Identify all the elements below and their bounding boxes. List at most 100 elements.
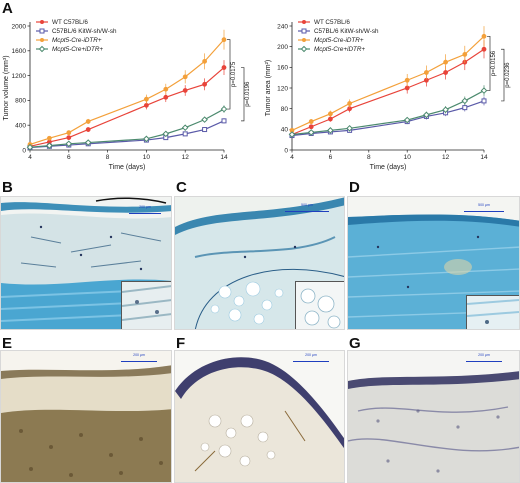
data-point bbox=[423, 111, 430, 119]
x-tick-label: 8 bbox=[106, 154, 110, 161]
legend-entry-0: WT C57BL/6 bbox=[52, 19, 88, 26]
data-point bbox=[162, 130, 170, 138]
x-tick-label: 14 bbox=[480, 154, 488, 161]
data-point bbox=[201, 116, 208, 123]
scalebar-b: 200 µm bbox=[129, 205, 161, 214]
data-point bbox=[163, 94, 169, 100]
panel-label-c: C bbox=[176, 179, 187, 196]
legend-marker bbox=[38, 45, 46, 53]
x-tick-label: 6 bbox=[67, 154, 71, 161]
data-point bbox=[143, 135, 150, 143]
data-point bbox=[462, 52, 468, 57]
y-axis-label: Tumor area (mm²) bbox=[265, 60, 272, 117]
legend-entry-3: Mcpt5-Cre+iDTR+ bbox=[52, 46, 103, 53]
data-point bbox=[288, 131, 296, 138]
y-tick-label: 1200 bbox=[12, 73, 27, 80]
data-point bbox=[481, 98, 487, 104]
data-point bbox=[163, 86, 169, 92]
p-value-label: p=0.0175 bbox=[231, 61, 237, 87]
data-point bbox=[84, 139, 92, 146]
legend-entry-2: Mcpt5-Cre-iDTR+ bbox=[52, 37, 102, 44]
data-point bbox=[404, 85, 410, 91]
data-point bbox=[202, 81, 207, 87]
data-point bbox=[66, 130, 72, 136]
inset-magnification-c bbox=[295, 281, 344, 329]
y-tick-label: 400 bbox=[15, 123, 26, 130]
legend-entry-0: WT C57BL/6 bbox=[314, 19, 350, 26]
data-point bbox=[443, 59, 448, 65]
y-tick-label: 0 bbox=[284, 147, 288, 154]
data-point bbox=[403, 116, 411, 124]
histology-image-g: 200 µm bbox=[347, 350, 520, 483]
p-value-label: p=0.0236 bbox=[505, 62, 511, 88]
data-point bbox=[328, 111, 333, 117]
data-point bbox=[327, 127, 334, 134]
histology-image-e: 200 µm bbox=[0, 350, 172, 483]
histology-image-d: 500 µm bbox=[347, 196, 520, 330]
legend-marker bbox=[302, 38, 306, 42]
data-point bbox=[404, 77, 410, 83]
series-line-0 bbox=[291, 48, 485, 136]
inset-magnification-b bbox=[121, 281, 171, 329]
inset-magnification-d bbox=[466, 295, 519, 329]
panel-label-a: A bbox=[2, 0, 13, 17]
series-line-3 bbox=[291, 90, 485, 136]
scalebar-e: 200 µm bbox=[121, 353, 157, 362]
y-tick-label: 120 bbox=[277, 85, 288, 92]
data-point bbox=[143, 96, 149, 102]
panel-label-g: G bbox=[349, 335, 361, 352]
x-tick-label: 8 bbox=[367, 154, 371, 161]
significance-bracket bbox=[227, 39, 231, 110]
data-point bbox=[443, 70, 448, 75]
significance-bracket bbox=[487, 35, 491, 91]
legend-entry-3: Mcpt5-Cre+iDTR+ bbox=[314, 46, 365, 53]
significance-bracket bbox=[501, 48, 505, 102]
y-tick-label: 2000 bbox=[12, 23, 27, 30]
histology-image-c: 500 µm bbox=[174, 196, 345, 330]
panel-label-f: F bbox=[176, 335, 186, 352]
tumor-area-chart: 4 6 8 10 12 14 0 40 80 120 160 200 240 Time (days) Tum… bbox=[262, 0, 520, 178]
legend-marker bbox=[40, 20, 44, 24]
data-point bbox=[85, 119, 91, 124]
x-axis-label: Time (days) bbox=[370, 164, 407, 171]
x-tick-label: 10 bbox=[404, 154, 412, 161]
data-point bbox=[26, 143, 34, 151]
data-point bbox=[307, 129, 315, 136]
data-point bbox=[347, 101, 352, 106]
x-tick-label: 4 bbox=[290, 154, 294, 161]
y-tick-label: 800 bbox=[15, 98, 26, 105]
data-point bbox=[182, 74, 188, 80]
series-line-1 bbox=[29, 120, 225, 149]
legend-marker bbox=[302, 20, 306, 24]
legend-marker bbox=[40, 38, 44, 42]
panel-label-d: D bbox=[349, 179, 360, 196]
x-tick-label: 6 bbox=[329, 154, 333, 161]
x-tick-label: 14 bbox=[220, 154, 228, 161]
x-tick-label: 10 bbox=[143, 154, 151, 161]
y-tick-label: 160 bbox=[277, 65, 288, 72]
scalebar-f: 200 µm bbox=[293, 353, 329, 362]
scalebar-g: 200 µm bbox=[466, 353, 502, 362]
x-tick-label: 12 bbox=[182, 154, 190, 161]
y-axis-label: Tumor volume (mm³) bbox=[3, 55, 10, 120]
data-point bbox=[182, 131, 188, 137]
data-point bbox=[221, 37, 227, 43]
legend-entry-1: C57BL/6 KitW-sh/W-sh bbox=[314, 28, 379, 35]
data-point bbox=[308, 124, 314, 130]
panel-label-e: E bbox=[2, 335, 13, 352]
legend-marker bbox=[301, 28, 307, 34]
p-value-label: p=0.0196 bbox=[245, 81, 251, 107]
data-point bbox=[328, 116, 333, 122]
series-line-2 bbox=[29, 39, 225, 145]
y-tick-label: 40 bbox=[281, 127, 289, 134]
legend-entry-1: C57BL/6 KitW-sh/W-sh bbox=[52, 28, 117, 35]
data-point bbox=[181, 124, 189, 131]
y-tick-label: 80 bbox=[281, 106, 289, 113]
data-point bbox=[423, 70, 429, 75]
p-value-label: p=0.0156 bbox=[491, 50, 497, 76]
legend-marker bbox=[39, 28, 45, 34]
x-tick-label: 12 bbox=[442, 154, 450, 161]
data-point bbox=[461, 97, 469, 105]
data-point bbox=[47, 135, 52, 141]
histology-image-f: 200 µm bbox=[174, 350, 345, 483]
